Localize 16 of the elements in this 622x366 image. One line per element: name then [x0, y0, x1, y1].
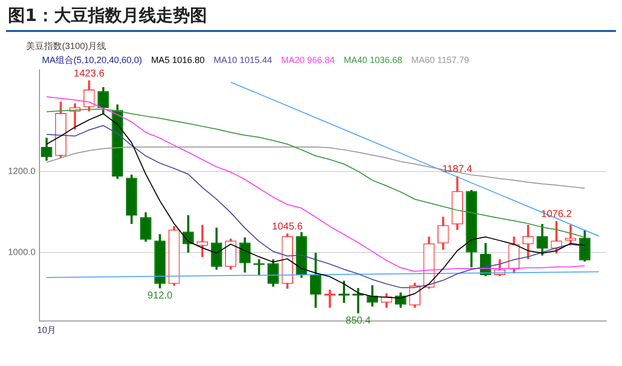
- annotation: 1423.6: [74, 68, 105, 80]
- chart-title: 图1：大豆指数月线走势图: [8, 5, 207, 27]
- y-tick-label: 1200.0: [8, 166, 36, 176]
- x-tick-label: 10月: [37, 325, 56, 336]
- text: MA60 1157.79: [411, 55, 470, 65]
- text: MA10 1015.44: [214, 55, 272, 65]
- text: MA5 1016.80: [151, 55, 205, 65]
- annotation: 1045.6: [272, 222, 304, 233]
- annotation: 912.0: [147, 290, 173, 302]
- legend-title: MA组合(5,10,20,40,60,0): [42, 55, 142, 65]
- text: MA20 966.84: [281, 55, 335, 65]
- chart-subtitle: 美豆指数(3100)月线: [26, 40, 106, 53]
- annotation: 850.4: [346, 316, 372, 327]
- text: MA40 1036.68: [344, 55, 402, 65]
- y-tick-label: 1000.0: [8, 246, 36, 257]
- annotation: 1187.4: [442, 164, 473, 176]
